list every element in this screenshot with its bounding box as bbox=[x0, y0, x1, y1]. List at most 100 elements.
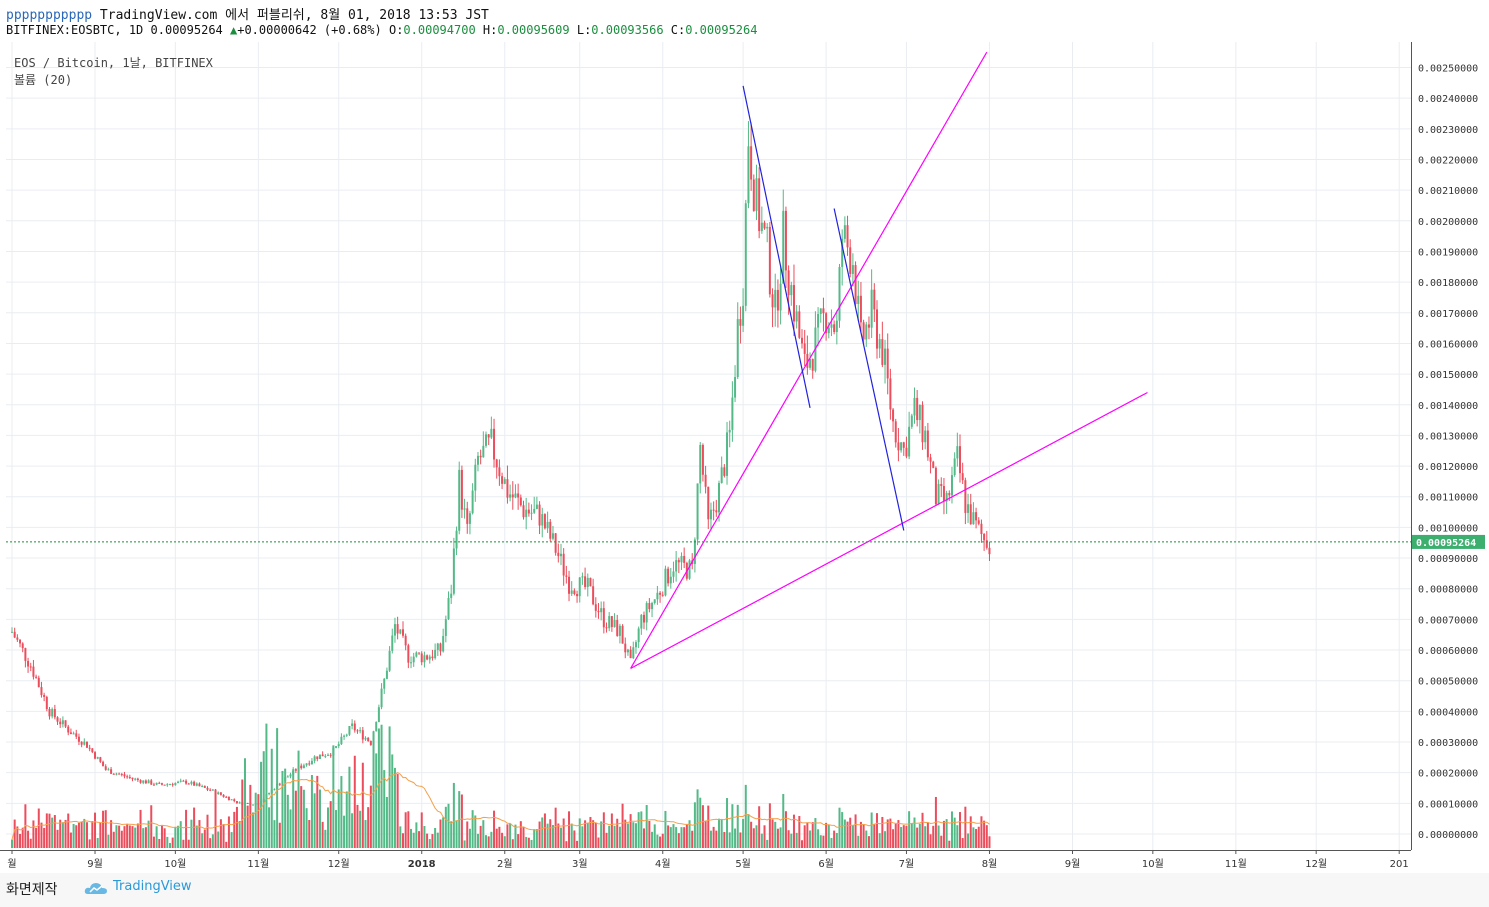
volume-bar bbox=[857, 835, 860, 848]
volume-bar bbox=[742, 818, 745, 848]
volume-bar bbox=[728, 832, 731, 848]
candle-body bbox=[653, 599, 656, 604]
candle-body bbox=[431, 656, 434, 659]
volume-bar bbox=[361, 762, 364, 848]
candle-body bbox=[174, 782, 177, 786]
candle-body bbox=[51, 709, 54, 717]
candle-body bbox=[383, 678, 386, 689]
volume-bar bbox=[96, 838, 99, 848]
candle-body bbox=[335, 746, 338, 748]
volume-bar bbox=[511, 839, 514, 848]
volume-bar bbox=[664, 810, 667, 848]
candle-body bbox=[624, 643, 627, 653]
candle-body bbox=[592, 586, 595, 605]
candle-body bbox=[265, 794, 268, 799]
pattern-line bbox=[833, 208, 905, 531]
candle-body bbox=[104, 766, 107, 770]
candle-body bbox=[608, 616, 611, 629]
current-price-badge bbox=[1412, 534, 1485, 549]
candle-body bbox=[158, 782, 161, 784]
candle-body bbox=[88, 747, 91, 749]
candle-body bbox=[629, 649, 632, 659]
volume-bar bbox=[391, 754, 394, 848]
open-label: O: bbox=[388, 23, 404, 37]
volume-bar bbox=[843, 819, 846, 848]
volume-bar bbox=[29, 838, 32, 848]
volume-bar bbox=[104, 810, 107, 848]
candle-body bbox=[80, 741, 83, 745]
candle-body bbox=[450, 593, 453, 598]
candle-body bbox=[795, 311, 798, 322]
price-axis[interactable]: 0.00250000 0.00240000 0.00230000 0.00220000… bbox=[1411, 42, 1489, 850]
candle-body bbox=[985, 540, 988, 548]
volume-bar bbox=[809, 830, 812, 848]
volume-label: 볼륨 (20) bbox=[14, 73, 72, 87]
volume-bar bbox=[656, 834, 659, 848]
high-label: H: bbox=[482, 23, 498, 37]
candle-body bbox=[359, 730, 362, 732]
candle-body bbox=[551, 533, 554, 539]
price-chart[interactable]: 0.00250000 0.00240000 0.00230000 0.00220000… bbox=[0, 42, 1489, 873]
candle-body bbox=[64, 720, 67, 727]
volume-bar bbox=[774, 821, 777, 848]
x-tick-label: 6월 bbox=[818, 858, 834, 870]
candle-body bbox=[479, 455, 482, 458]
candle-body bbox=[613, 620, 616, 628]
candle-body bbox=[329, 754, 332, 756]
candle-body bbox=[827, 327, 830, 334]
candle-body bbox=[340, 736, 343, 745]
volume-bar bbox=[273, 820, 276, 848]
volume-bar bbox=[886, 819, 889, 848]
volume-bar bbox=[316, 775, 319, 848]
candle-body bbox=[471, 490, 474, 514]
volume-bar bbox=[102, 810, 105, 848]
volume-bar bbox=[415, 822, 418, 848]
candle-body bbox=[203, 786, 206, 788]
volume-bar bbox=[284, 768, 287, 848]
candle-body bbox=[278, 783, 281, 785]
y-tick-label: 0.00100000 bbox=[1418, 523, 1478, 534]
tradingview-brand[interactable]: TradingView bbox=[113, 879, 192, 894]
volume-bar bbox=[645, 805, 648, 848]
volume-bar bbox=[399, 826, 402, 848]
time-axis[interactable]: 월 9월 10월 11월 12월 2018 2월 3월 4월 5월 6월 7월 8월 9월 10월 11월 12… bbox=[0, 850, 1411, 870]
username[interactable]: ppppppppppp bbox=[6, 8, 93, 23]
volume-bar bbox=[573, 830, 576, 848]
candle-body bbox=[873, 289, 876, 310]
candle-body bbox=[444, 619, 447, 636]
volume-bar bbox=[825, 822, 828, 848]
volume-bar bbox=[112, 831, 115, 848]
candle-body bbox=[637, 628, 640, 643]
drawings[interactable] bbox=[630, 51, 1148, 669]
candle-body bbox=[182, 780, 185, 782]
volume-bar bbox=[881, 816, 884, 848]
candle-body bbox=[56, 717, 59, 722]
candle-body bbox=[249, 803, 252, 805]
candle-body bbox=[865, 324, 868, 340]
candle-body bbox=[415, 652, 418, 657]
candle-body bbox=[217, 792, 220, 794]
x-tick-label: 9월 bbox=[87, 858, 103, 870]
candle-body bbox=[142, 780, 145, 783]
candle-body bbox=[715, 510, 718, 513]
y-tick-label: 0.00230000 bbox=[1418, 125, 1478, 136]
candle-body bbox=[959, 446, 962, 474]
candle-body bbox=[327, 754, 330, 756]
candle-body bbox=[782, 210, 785, 284]
candle-body bbox=[584, 576, 587, 588]
candle-body bbox=[254, 803, 257, 805]
candle-body bbox=[40, 687, 43, 695]
candle-body bbox=[187, 783, 190, 785]
candle-body bbox=[418, 652, 421, 654]
volume-bar bbox=[801, 840, 804, 848]
candle-body bbox=[586, 577, 589, 588]
volume-bar bbox=[292, 770, 295, 848]
volume-bar bbox=[479, 825, 482, 848]
volume-bar bbox=[830, 837, 833, 848]
candle-body bbox=[964, 480, 967, 513]
candle-body bbox=[506, 479, 509, 498]
candle-body bbox=[776, 289, 779, 311]
candle-body bbox=[645, 603, 648, 623]
volume-bar bbox=[530, 839, 533, 848]
volume-bar bbox=[460, 794, 463, 848]
